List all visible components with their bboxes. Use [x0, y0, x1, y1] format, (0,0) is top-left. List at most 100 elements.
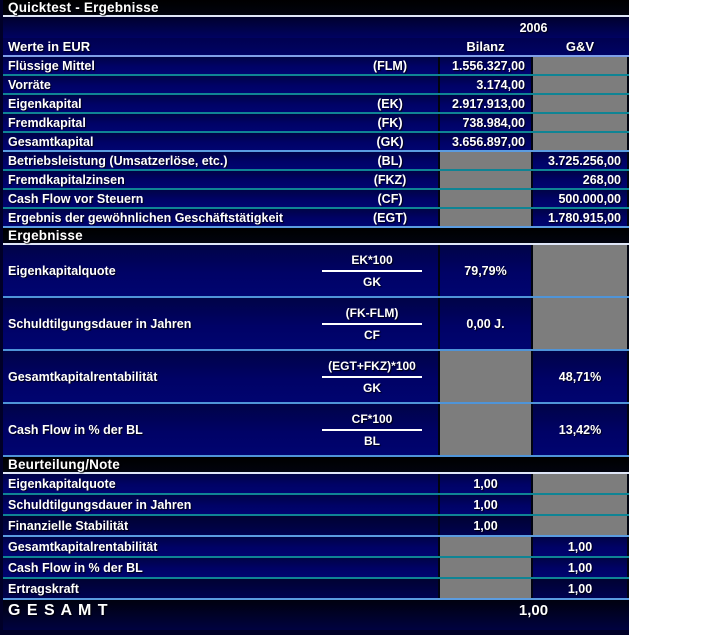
row-label: Gesamtkapitalrentabilität	[8, 539, 158, 554]
page-title: Quicktest - Ergebnisse	[8, 0, 159, 15]
cell-bilanz: 738.984,00	[438, 114, 533, 131]
row-label: Cash Flow in % der BL	[8, 560, 143, 575]
row-label: Gesamtkapital	[8, 134, 94, 149]
cell-bilanz	[438, 404, 533, 455]
cell-bilanz	[438, 579, 533, 598]
table-row: Cash Flow vor Steuern (CF) 500.000,00	[3, 190, 629, 209]
row-code: (FKZ)	[373, 172, 407, 187]
row-label: Eigenkapitalquote	[8, 263, 116, 278]
cell-bilanz	[438, 190, 533, 207]
section-heading-label: Ergebnisse	[8, 228, 83, 243]
cell-bilanz: 3.174,00	[438, 76, 533, 93]
gesamt-value: 1,00	[518, 602, 549, 619]
cell-gv	[533, 495, 629, 514]
fraction-line	[322, 375, 422, 378]
row-label: Eigenkapital	[8, 96, 82, 111]
cell-gv	[533, 245, 629, 296]
row-label: Fremdkapitalzinsen	[8, 172, 125, 187]
formula-fraction: (EGT+FKZ)*100 GK	[306, 351, 438, 402]
cell-bilanz: 0,00 J.	[438, 298, 533, 349]
values-in-eur-label: Werte in EUR	[8, 39, 91, 54]
formula-numerator: CF*100	[351, 411, 393, 426]
note-row: Cash Flow in % der BL 1,00	[3, 558, 629, 579]
ratio-row: Schuldtilgungsdauer in Jahren (FK-FLM) C…	[3, 298, 629, 351]
row-label: Betriebsleistung (Umsatzerlöse, etc.)	[8, 153, 228, 168]
table-row: Ergebnis der gewöhnlichen Geschäftstätig…	[3, 209, 629, 228]
cell-bilanz: 79,79%	[438, 245, 533, 296]
cell-bilanz: 3.656.897,00	[438, 133, 533, 150]
cell-gv	[533, 298, 629, 349]
row-label: Schuldtilgungsdauer in Jahren	[8, 316, 192, 331]
row-label: Cash Flow in % der BL	[8, 422, 143, 437]
formula-denominator: GK	[363, 380, 381, 395]
formula-denominator: CF	[364, 327, 380, 342]
cell-bilanz	[438, 209, 533, 226]
year-header-row: 2006	[3, 17, 629, 38]
formula-fraction: EK*100 GK	[306, 245, 438, 296]
table-row: Eigenkapital (EK) 2.917.913,00	[3, 95, 629, 114]
row-label: Flüssige Mittel	[8, 58, 95, 73]
cell-bilanz	[438, 351, 533, 402]
cell-gv: 1,00	[533, 579, 629, 598]
cell-bilanz: 1,00	[438, 516, 533, 535]
row-code: (CF)	[377, 191, 403, 206]
row-label: Schuldtilgungsdauer in Jahren	[8, 497, 192, 512]
formula-denominator: BL	[364, 433, 380, 448]
cell-gv	[533, 57, 629, 74]
cell-gv: 13,42%	[533, 404, 629, 455]
cell-gv	[533, 474, 629, 493]
row-label: Finanzielle Stabilität	[8, 518, 129, 533]
formula-fraction: CF*100 BL	[306, 404, 438, 455]
row-label: Ertragskraft	[8, 581, 79, 596]
cell-gv	[533, 95, 629, 112]
cell-gv: 1,00	[533, 558, 629, 577]
row-code: (GK)	[376, 134, 404, 149]
cell-gv: 3.725.256,00	[533, 152, 629, 169]
table-row: Gesamtkapital (GK) 3.656.897,00	[3, 133, 629, 152]
cell-bilanz: 2.917.913,00	[438, 95, 533, 112]
cell-gv	[533, 76, 629, 93]
cell-bilanz	[438, 537, 533, 556]
row-code: (EK)	[377, 96, 403, 111]
cell-bilanz	[438, 152, 533, 169]
section-heading-beurteilung: Beurteilung/Note	[3, 457, 629, 474]
note-row: Schuldtilgungsdauer in Jahren 1,00	[3, 495, 629, 516]
cell-bilanz	[438, 171, 533, 188]
row-label: Fremdkapital	[8, 115, 86, 130]
cell-gv: 48,71%	[533, 351, 629, 402]
year-label: 2006	[519, 20, 548, 35]
ratio-row: Gesamtkapitalrentabilität (EGT+FKZ)*100 …	[3, 351, 629, 404]
section-heading-ergebnisse: Ergebnisse	[3, 228, 629, 245]
table-row: Vorräte 3.174,00	[3, 76, 629, 95]
formula-numerator: (FK-FLM)	[345, 305, 399, 320]
table-row: Betriebsleistung (Umsatzerlöse, etc.) (B…	[3, 152, 629, 171]
cell-gv: 1.780.915,00	[533, 209, 629, 226]
report-title-band: Quicktest - Ergebnisse	[3, 0, 629, 17]
gesamt-total-row: G E S A M T 1,00	[3, 600, 629, 630]
formula-denominator: GK	[363, 274, 381, 289]
row-label: Cash Flow vor Steuern	[8, 191, 144, 206]
cell-gv	[533, 114, 629, 131]
row-label: Vorräte	[8, 77, 51, 92]
cell-bilanz: 1,00	[438, 495, 533, 514]
cell-gv: 1,00	[533, 537, 629, 556]
gesamt-label: G E S A M T	[8, 602, 109, 619]
formula-numerator: (EGT+FKZ)*100	[328, 358, 416, 373]
column-header-row: Werte in EUR Bilanz G&V	[3, 38, 629, 57]
row-code: (EGT)	[372, 210, 408, 225]
table-row: Fremdkapital (FK) 738.984,00	[3, 114, 629, 133]
row-label: Eigenkapitalquote	[8, 476, 116, 491]
fraction-line	[322, 269, 422, 272]
note-row: Gesamtkapitalrentabilität 1,00	[3, 537, 629, 558]
column-header-bilanz: Bilanz	[466, 39, 505, 54]
formula-fraction: (FK-FLM) CF	[306, 298, 438, 349]
note-row: Eigenkapitalquote 1,00	[3, 474, 629, 495]
column-header-gv: G&V	[565, 39, 595, 54]
row-code: (FK)	[377, 115, 403, 130]
table-row: Flüssige Mittel (FLM) 1.556.327,00	[3, 57, 629, 76]
cell-gv	[533, 516, 629, 535]
row-code: (FLM)	[372, 58, 407, 73]
row-label: Gesamtkapitalrentabilität	[8, 369, 158, 384]
cell-gv: 268,00	[533, 171, 629, 188]
